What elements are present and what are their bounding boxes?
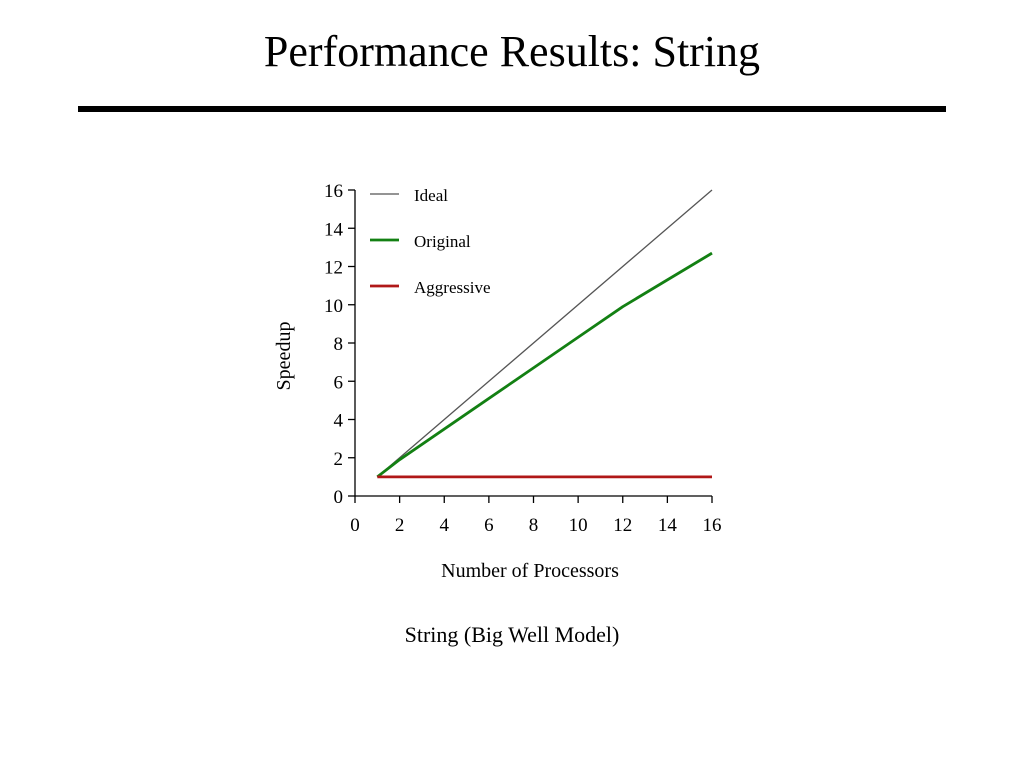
legend-label-ideal: Ideal [414,186,448,205]
x-axis-label: Number of Processors [441,560,619,582]
x-tick-label: 12 [613,515,632,536]
y-axis-label: Speedup [273,322,295,391]
y-tick-label: 2 [334,449,344,470]
y-tick-label: 8 [334,334,344,355]
y-tick-label: 14 [324,219,344,240]
y-tick-label: 0 [334,487,344,508]
x-tick-label: 10 [569,515,588,536]
y-tick-label: 12 [324,258,343,279]
legend-label-original: Original [414,232,471,251]
x-tick-label: 6 [484,515,494,536]
y-tick-label: 10 [324,296,343,317]
slide-title: Performance Results: String [263,27,761,76]
y-tick-label: 16 [324,181,343,202]
chart-series [376,189,713,479]
chart-ticks: 0 2 4 6 8 10 12 14 16 0 2 4 6 8 10 12 14 16 [324,181,722,536]
x-tick-label: 4 [440,515,450,536]
x-tick-label: 16 [703,515,722,536]
x-tick-label: 8 [529,515,539,536]
legend-label-aggressive: Aggressive [414,278,490,297]
x-tick-label: 0 [350,515,360,536]
series-line-original [376,251,713,478]
x-tick-label: 14 [658,515,678,536]
chart-legend: Ideal Original Aggressive [370,186,490,297]
title-divider [78,106,946,112]
series-line-ideal [376,189,713,478]
x-tick-label: 2 [395,515,405,536]
chart-caption: String (Big Well Model) [404,622,620,647]
y-tick-label: 6 [334,372,344,393]
y-tick-label: 4 [334,411,344,432]
